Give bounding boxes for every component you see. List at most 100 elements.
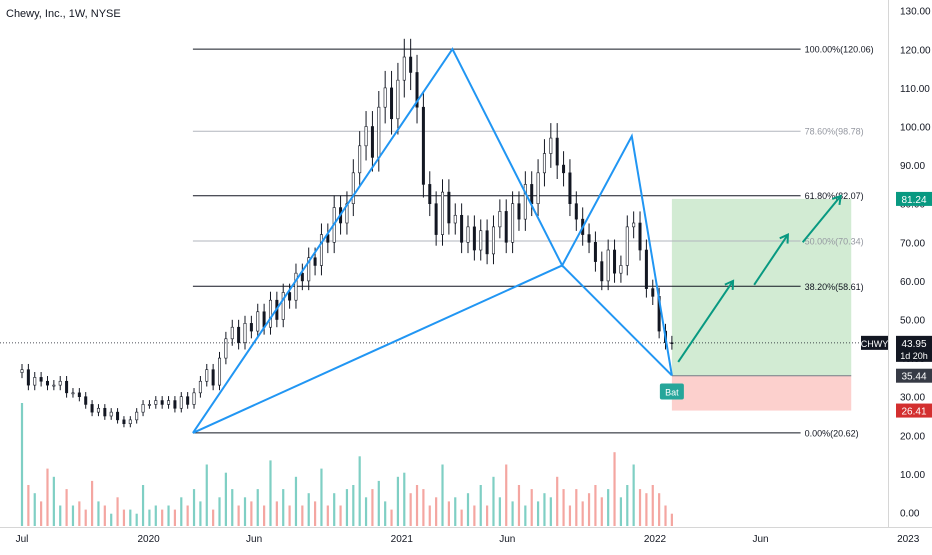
candle-body <box>644 249 648 289</box>
candle-body <box>625 226 629 266</box>
volume-bar <box>269 460 272 526</box>
candle-body <box>364 126 368 147</box>
candle-body <box>409 56 413 73</box>
volume-bar <box>256 489 259 526</box>
volume-bar <box>568 505 572 526</box>
candle-body <box>536 172 540 205</box>
candle-body <box>638 222 642 251</box>
candle-body <box>45 380 49 386</box>
volume-bar <box>173 509 177 526</box>
price-series <box>20 38 674 428</box>
price-tick-label: 60.00 <box>900 277 925 288</box>
symbol-tag-bg <box>861 335 888 350</box>
candle-body <box>141 404 145 413</box>
volume-bar <box>224 472 227 526</box>
last-price-label: 43.95 <box>901 339 926 350</box>
volume-bar <box>333 493 336 526</box>
projection-arrows <box>677 194 842 363</box>
volume-bar <box>20 403 24 526</box>
price-tick-label: 10.00 <box>900 470 925 481</box>
volume-bar <box>638 489 642 526</box>
volume-bar <box>116 497 119 526</box>
volume-bar <box>161 509 164 526</box>
candle-body <box>613 249 617 274</box>
candle-body <box>600 261 604 282</box>
time-tick-label: 2023 <box>897 534 920 545</box>
bat-pattern: Bat <box>192 47 684 434</box>
projection-arrow-head <box>831 194 842 206</box>
volume-bar <box>231 489 234 526</box>
target-price-label-bg <box>896 191 932 206</box>
price-tick-label: 50.00 <box>900 316 925 327</box>
projection-arrow-head <box>724 279 735 290</box>
volume-bar <box>205 464 208 526</box>
candle-body <box>358 145 362 174</box>
price-tick-label: 90.00 <box>900 161 925 172</box>
candle-body <box>167 400 171 405</box>
volume-bar <box>371 489 374 526</box>
volume-bar <box>301 505 304 526</box>
volume-bar <box>352 485 355 526</box>
volume-bar <box>454 497 457 526</box>
volume-bar <box>364 497 368 526</box>
candle-body <box>33 377 37 386</box>
volume-bar <box>110 513 113 526</box>
candle-body <box>517 203 521 220</box>
volume-bar <box>390 509 393 526</box>
candle-body <box>402 56 406 81</box>
candle-body <box>511 203 515 243</box>
candle-body <box>26 369 30 386</box>
fib-level-label: 61.80%(82.07) <box>805 191 864 201</box>
candle-body <box>485 230 489 255</box>
symbol-tag-label: CHWY <box>861 339 889 349</box>
volume-bar <box>186 505 189 526</box>
candle-body <box>574 203 578 220</box>
volume-bar <box>543 493 546 526</box>
volume-bar <box>122 509 126 526</box>
volume-bar <box>473 505 476 526</box>
time-tick-label: Jun <box>246 534 262 545</box>
bar-countdown-label: 1d 20h <box>900 351 928 361</box>
volume-bar <box>409 493 412 526</box>
volume-bar <box>613 452 616 526</box>
time-tick-label: Jun <box>752 534 768 545</box>
candle-body <box>377 106 381 158</box>
pattern-bd-leg <box>561 264 673 377</box>
candle-body <box>249 323 253 332</box>
volume-bar <box>517 485 521 526</box>
candle-body <box>20 369 24 373</box>
volume-bar <box>396 476 400 526</box>
volume-bar <box>498 497 501 526</box>
volume-bar <box>619 497 623 526</box>
candle-body <box>504 211 508 243</box>
fib-level-label: 0.00%(20.62) <box>805 428 859 438</box>
fib-level-label: 38.20%(58.61) <box>805 282 864 292</box>
volume-bar <box>486 505 489 526</box>
price-tick-label: 130.00 <box>900 7 931 18</box>
volume-bar <box>129 509 132 526</box>
volume-bar <box>243 497 247 526</box>
candle-body <box>77 392 81 397</box>
volume-bar <box>403 472 406 526</box>
volume-bar <box>415 485 419 526</box>
volume-bar <box>52 476 55 526</box>
time-tick-label: 2020 <box>137 534 160 545</box>
volume-bar <box>288 505 291 526</box>
candle-body <box>542 153 546 174</box>
volume-bar <box>141 485 145 526</box>
candle-body <box>383 87 387 108</box>
volume-bar <box>556 476 559 526</box>
candle-body <box>160 400 164 405</box>
projection-arrow <box>677 280 734 363</box>
volume-bar <box>664 505 667 526</box>
volume-bar <box>645 493 648 526</box>
pattern-xb-leg <box>192 264 563 434</box>
fib-level-label: 100.00%(120.06) <box>805 45 874 55</box>
volume-bar <box>212 509 215 526</box>
price-tick-label: 100.00 <box>900 123 931 134</box>
candle-body <box>281 292 285 320</box>
volume-bar <box>422 489 425 526</box>
